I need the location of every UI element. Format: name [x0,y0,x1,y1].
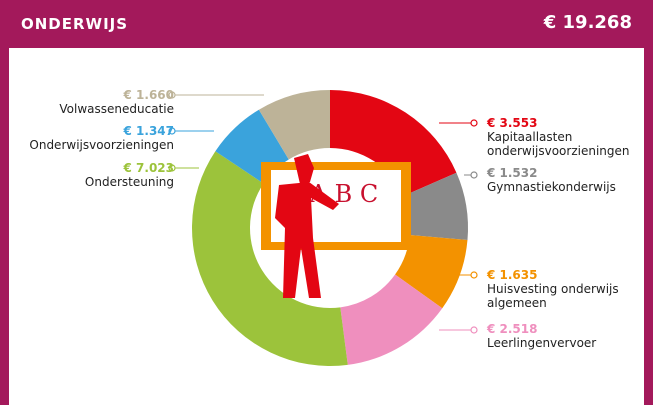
category-label: Leerlingenvervoer [487,336,597,350]
donut-segment [192,151,348,366]
segment-label: € 1.660 Volwasseneducatie [24,88,174,116]
donut-segment [403,172,468,241]
chart: A B C [168,90,478,366]
value-label: € 1.660 [123,88,174,102]
total: € 19.268 [543,12,632,33]
category-label: Volwasseneducatie [59,102,174,116]
segment-label: € 3.553 Kapitaallasten onderwijsvoorzieni… [487,116,637,158]
leader-dot [470,271,478,279]
segment-label: € 7.023 Ondersteuning [24,161,174,189]
donut-segment [340,274,443,365]
value-label: € 3.553 [487,116,538,130]
leader-dot [470,171,478,179]
segment-label: € 1.532 Gymnastiekonderwijs [487,166,637,194]
teacher-icon: A B C [261,154,411,298]
leader-dot [470,119,478,127]
value-label: € 2.518 [487,322,538,336]
donut-segment [395,234,468,309]
value-label: € 1.532 [487,166,538,180]
segment-label: € 1.635 Huisvesting onderwijs algemeen [487,268,637,310]
segment-label: € 2.518 Leerlingenvervoer [487,322,637,350]
leader-dot [470,326,478,334]
value-label: € 7.023 [123,161,174,175]
category-label: Kapitaallasten onderwijsvoorzieningen [487,130,630,158]
header: ONDERWIJS € 19.268 [9,0,644,48]
chart-title: ONDERWIJS [21,15,129,33]
leader-dot [168,127,176,135]
segment-label: € 1.347 Onderwijsvoorzieningen [24,124,174,152]
category-label: Huisvesting onderwijs algemeen [487,282,619,310]
category-label: Gymnastiekonderwijs [487,180,616,194]
value-label: € 1.347 [123,124,174,138]
donut-segment [330,90,457,196]
leader-dot [168,164,176,172]
category-label: Ondersteuning [84,175,174,189]
value-label: € 1.635 [487,268,538,282]
donut-segment [258,90,330,160]
category-label: Onderwijsvoorzieningen [29,138,174,152]
leader-dot [168,91,176,99]
